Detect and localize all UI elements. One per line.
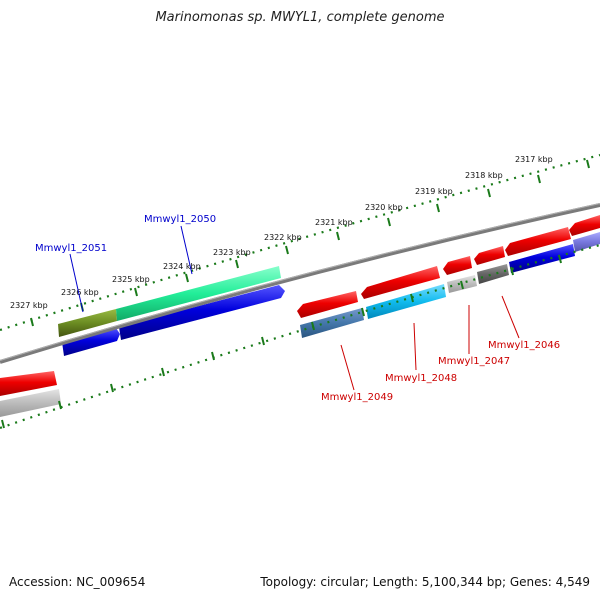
gene-label-mmwyl1-2048: Mmwyl1_2048 <box>385 373 457 384</box>
gene-mmwyl1-2050-cog[interactable] <box>116 266 281 321</box>
scale-label-2319: 2319 kbp <box>415 187 453 196</box>
scale-label-2318: 2318 kbp <box>465 171 503 180</box>
scale-label-2323: 2323 kbp <box>213 248 251 257</box>
scale-label-2325: 2325 kbp <box>112 275 150 284</box>
gene-mmwyl1-2047[interactable] <box>443 256 472 275</box>
gene-mmwyl1-2050[interactable] <box>119 285 285 340</box>
scale-label-2327: 2327 kbp <box>10 301 48 310</box>
gene-mmwyl1-2046-cog[interactable] <box>477 264 509 284</box>
gene-mmwyl1-2049[interactable] <box>297 291 358 318</box>
gene-label-mmwyl1-2050: Mmwyl1_2050 <box>144 214 216 225</box>
gene-left-edge-reverse-cog[interactable] <box>0 389 61 417</box>
gene-mmwyl1-2044-cog[interactable] <box>573 232 600 252</box>
scale-label-2320: 2320 kbp <box>365 203 403 212</box>
forward-strand-track <box>58 266 285 356</box>
gene-mmwyl1-2049-cog[interactable] <box>300 308 364 338</box>
outer-major-ticks <box>30 159 590 327</box>
genome-summary-text: Topology: circular; Length: 5,100,344 bp… <box>260 575 590 589</box>
gene-label-mmwyl1-2047: Mmwyl1_2047 <box>438 356 510 367</box>
gene-label-mmwyl1-2046: Mmwyl1_2046 <box>488 340 560 351</box>
outer-scale-ring <box>0 153 600 332</box>
scale-label-2317: 2317 kbp <box>515 155 553 164</box>
gene-mmwyl1-2051-cog[interactable] <box>58 309 117 337</box>
gene-mmwyl1-2045[interactable] <box>505 227 571 256</box>
scale-label-2324: 2324 kbp <box>163 262 201 271</box>
gene-mmwyl1-2045-cog[interactable] <box>509 244 575 273</box>
gene-label-mmwyl1-2051: Mmwyl1_2051 <box>35 243 107 254</box>
accession-text: Accession: NC_009654 <box>9 575 146 589</box>
inner-major-ticks <box>1 254 562 429</box>
map-title: Marinomonas sp. MWYL1, complete genome <box>155 10 445 25</box>
inner-scale-ring <box>0 243 600 430</box>
gene-mmwyl1-2046[interactable] <box>474 246 505 265</box>
gene-label-mmwyl1-2049: Mmwyl1_2049 <box>321 392 393 403</box>
gene-mmwyl1-2048[interactable] <box>361 266 440 299</box>
scale-label-2322: 2322 kbp <box>264 233 302 242</box>
gene-mmwyl1-2051[interactable] <box>62 328 120 356</box>
gene-left-edge-reverse[interactable] <box>0 371 57 396</box>
scale-label-2321: 2321 kbp <box>315 218 353 227</box>
gene-mmwyl1-2044[interactable] <box>569 215 600 236</box>
label-leaders <box>69 225 520 391</box>
gene-mmwyl1-2048-cog[interactable] <box>366 284 446 319</box>
reverse-strand-track <box>0 215 600 417</box>
genome-backbone <box>0 203 600 364</box>
scale-label-2326: 2326 kbp <box>61 288 99 297</box>
